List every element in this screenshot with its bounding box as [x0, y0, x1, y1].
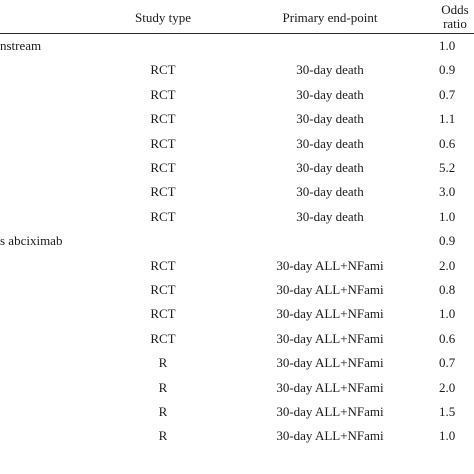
table-row: RCT 30-day death 5.2 — [0, 156, 474, 180]
row-primary-endpoint: 30-day death — [296, 62, 364, 78]
table-row: s abciximab 0.9 — [0, 229, 474, 253]
row-primary-endpoint: 30-day ALL+NFami — [276, 428, 384, 444]
column-header-odds-ratio-line2: ratio — [443, 16, 467, 31]
row-study-type: RCT — [150, 208, 176, 224]
table-row: nstream 1.0 — [0, 34, 474, 58]
table-row: RCT 30-day death 0.6 — [0, 132, 474, 156]
row-odds-ratio: 3.0 — [439, 184, 456, 200]
table-row: RCT 30-day death 0.7 — [0, 83, 474, 107]
row-primary-endpoint: 30-day death — [296, 184, 364, 200]
row-primary-endpoint: 30-day ALL+NFami — [276, 330, 384, 346]
row-primary-endpoint: 30-day death — [296, 208, 364, 224]
table-row: R 30-day ALL+NFami 2.0 — [0, 376, 474, 400]
row-study-type: RCT — [150, 330, 176, 346]
row-odds-ratio: 5.2 — [439, 160, 456, 175]
column-header-odds-ratio: Odds ratio — [436, 3, 474, 31]
header-rule — [0, 33, 474, 34]
column-header-primary-endpoint: Primary end-point — [282, 10, 378, 25]
row-primary-endpoint: 30-day death — [296, 111, 364, 127]
row-odds-ratio: 1.0 — [439, 38, 456, 53]
row-odds-ratio: 0.6 — [439, 330, 456, 346]
row-study-type: RCT — [150, 257, 176, 273]
row-odds-ratio: 1.5 — [439, 404, 456, 419]
row-primary-endpoint: 30-day ALL+NFami — [276, 282, 384, 297]
row-group-name: s abciximab — [0, 233, 63, 249]
row-odds-ratio: 2.0 — [439, 379, 456, 395]
column-header-study-type: Study type — [135, 10, 191, 25]
table-row: RCT 30-day ALL+NFami 2.0 — [0, 254, 474, 278]
row-study-type: RCT — [150, 62, 176, 78]
row-odds-ratio: 1.0 — [439, 306, 456, 322]
table-row: RCT 30-day death 1.0 — [0, 205, 474, 229]
row-odds-ratio: 0.7 — [439, 86, 456, 102]
table-row: R 30-day ALL+NFami 0.7 — [0, 351, 474, 375]
row-odds-ratio: 1.0 — [439, 428, 456, 444]
row-odds-ratio: 0.7 — [439, 355, 456, 371]
row-study-type: R — [158, 428, 168, 444]
table-row: R 30-day ALL+NFami 1.0 — [0, 424, 474, 448]
row-study-type: RCT — [150, 282, 176, 297]
row-study-type: RCT — [150, 184, 176, 200]
table-row: RCT 30-day death 3.0 — [0, 180, 474, 204]
row-study-type: R — [158, 404, 168, 419]
column-header-odds-ratio-line1: Odds — [441, 2, 469, 17]
row-odds-ratio: 0.6 — [439, 135, 456, 151]
table-row: RCT 30-day ALL+NFami 0.8 — [0, 278, 474, 302]
table-row: RCT 30-day death 0.9 — [0, 58, 474, 82]
row-primary-endpoint: 30-day death — [296, 160, 364, 175]
row-study-type: RCT — [150, 306, 176, 322]
table-row: RCT 30-day death 1.1 — [0, 107, 474, 131]
row-primary-endpoint: 30-day ALL+NFami — [276, 355, 384, 371]
row-primary-endpoint: 30-day ALL+NFami — [276, 306, 384, 322]
row-odds-ratio: 1.1 — [439, 111, 456, 127]
table-row: R 30-day ALL+NFami 1.5 — [0, 400, 474, 424]
table-row: RCT 30-day ALL+NFami 1.0 — [0, 302, 474, 326]
row-study-type: R — [158, 379, 168, 395]
row-study-type: R — [158, 355, 168, 371]
row-odds-ratio: 2.0 — [439, 257, 456, 273]
row-primary-endpoint: 30-day death — [296, 135, 364, 151]
row-study-type: RCT — [150, 86, 176, 102]
row-primary-endpoint: 30-day ALL+NFami — [276, 379, 384, 395]
row-study-type: RCT — [150, 160, 176, 175]
row-study-type: RCT — [150, 111, 176, 127]
table-row: RCT 30-day ALL+NFami 0.6 — [0, 327, 474, 351]
row-odds-ratio: 1.0 — [439, 208, 456, 224]
row-primary-endpoint: 30-day death — [296, 86, 364, 102]
row-odds-ratio: 0.9 — [439, 62, 456, 78]
row-study-type: RCT — [150, 135, 176, 151]
row-odds-ratio: 0.8 — [439, 282, 456, 297]
row-group-name: nstream — [0, 38, 42, 53]
row-primary-endpoint: 30-day ALL+NFami — [276, 404, 384, 419]
row-primary-endpoint: 30-day ALL+NFami — [276, 257, 384, 273]
row-odds-ratio: 0.9 — [439, 233, 456, 249]
